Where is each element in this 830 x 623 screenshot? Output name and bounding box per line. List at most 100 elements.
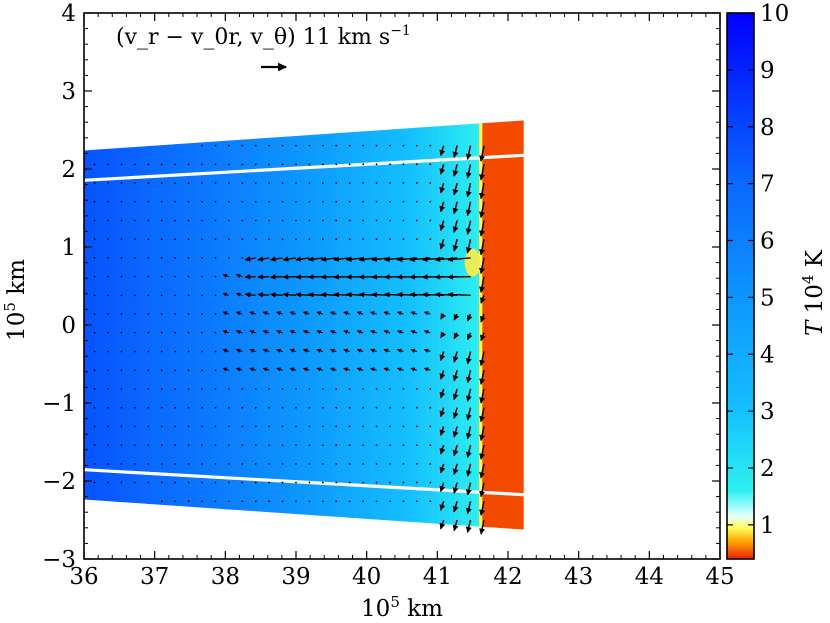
velocity-arrow [362,481,365,484]
velocity-arrow [439,426,446,436]
velocity-reference-label: (v_r − v_0r, v_θ) 11 km s−1 [116,23,411,50]
velocity-arrow [465,444,472,459]
velocity-arrow [452,444,459,457]
velocity-arrow [93,238,96,241]
velocity-arrow [241,182,244,184]
velocity-arrow [429,481,432,484]
velocity-arrow [375,444,378,447]
velocity-arrow [214,238,217,241]
velocity-arrow [241,406,244,409]
colorbar-tick-label: 3 [760,399,775,425]
velocity-arrow [174,163,177,166]
velocity-arrow [133,462,136,465]
velocity-arrow [160,257,163,259]
velocity-arrow [452,370,459,382]
velocity-arrow [268,388,271,390]
velocity-arrow [120,406,123,409]
velocity-arrow [147,182,150,184]
field-band [319,133,327,517]
velocity-arrow [174,200,177,203]
velocity-arrow [452,426,459,438]
velocity-arrow [402,163,405,166]
field-band [381,129,388,521]
velocity-arrow [479,239,485,256]
velocity-arrow [187,294,190,297]
velocity-arrow [93,369,96,372]
velocity-arrow [227,388,230,390]
colorbar-tick-label: 7 [760,172,775,198]
velocity-arrow [268,500,271,503]
velocity-arrow [389,425,391,428]
velocity-arrow [335,219,338,222]
velocity-arrow [415,425,418,428]
velocity-arrow [214,294,217,297]
velocity-arrow [120,238,123,241]
field-band [308,134,316,516]
velocity-arrow [396,311,404,316]
velocity-arrow [241,425,244,428]
velocity-arrow [276,311,283,316]
velocity-arrow [241,163,244,166]
velocity-arrow [415,144,418,147]
velocity-arrow [415,182,418,184]
velocity-arrow [479,370,486,385]
velocity-arrow [133,406,136,409]
field-band [134,146,142,504]
velocity-arrow [343,329,350,335]
colorbar-tick-label: 2 [760,456,775,482]
velocity-arrow [214,313,217,315]
velocity-arrow [308,200,311,203]
velocity-arrow [214,406,217,409]
velocity-arrow [295,291,310,298]
velocity-arrow [375,238,378,241]
velocity-arrow [389,500,391,503]
velocity-arrow [356,348,364,353]
white-line [84,153,526,182]
velocity-arrow [465,388,472,402]
velocity-arrow [160,275,163,278]
velocity-arrow [93,219,96,222]
velocity-arrow [308,481,311,484]
velocity-arrow [429,163,432,166]
velocity-arrow [303,367,310,372]
velocity-arrow [133,369,136,372]
velocity-arrow [133,313,136,315]
velocity-arrow [389,219,391,222]
velocity-arrow [362,500,365,503]
velocity-arrow [281,444,284,447]
velocity-arrow [93,388,96,390]
velocity-arrow [321,238,324,241]
velocity-arrow [262,311,270,316]
velocity-arrow [429,388,432,390]
velocity-arrow [214,275,217,278]
velocity-arrow [249,329,256,335]
velocity-arrow [276,329,283,335]
velocity-arrow [429,144,432,147]
velocity-arrow [289,329,297,335]
x-tick-label: 39 [281,564,310,590]
velocity-arrow [439,370,446,380]
velocity-arrow [281,425,284,428]
field-band [202,141,209,509]
velocity-arrow [133,219,136,222]
velocity-arrow [187,350,190,353]
velocity-arrow [402,200,405,203]
velocity-arrow [201,163,203,166]
velocity-arrow [479,426,486,442]
velocity-arrow [214,144,217,147]
velocity-arrow [241,219,244,222]
velocity-arrow [268,163,271,166]
velocity-arrow [281,144,284,147]
velocity-arrow [362,425,365,428]
field-band [196,142,203,508]
velocity-arrow [439,164,446,175]
field-band [364,130,372,520]
velocity-arrow [201,462,203,465]
velocity-arrow [254,481,257,484]
velocity-arrow [227,238,230,241]
velocity-arrow [120,350,123,353]
field-band [218,140,226,510]
velocity-arrow [268,481,271,484]
velocity-arrow [249,348,256,353]
velocity-arrow [262,329,270,335]
